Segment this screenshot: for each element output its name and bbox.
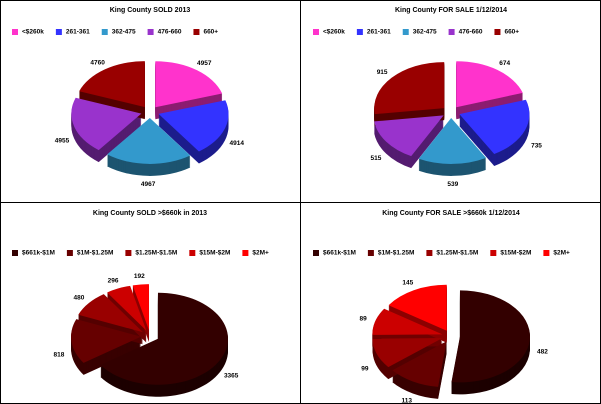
legend-label: <$260k xyxy=(22,29,44,36)
legend-label: $661k-$1M xyxy=(323,250,356,257)
legend-swatch xyxy=(55,29,62,35)
legend-swatch xyxy=(494,29,501,35)
slice xyxy=(158,100,229,152)
data-label: 818 xyxy=(54,351,65,358)
legend-label: $15M-$2M xyxy=(199,250,230,257)
data-label: 3365 xyxy=(224,373,239,380)
data-label: 482 xyxy=(537,348,548,355)
data-label: 4967 xyxy=(141,181,156,188)
legend-swatch xyxy=(402,29,409,35)
slice xyxy=(107,285,147,331)
slice xyxy=(100,292,228,385)
legend-swatch xyxy=(426,250,433,256)
legend-label: 660+ xyxy=(504,29,519,36)
data-label: 515 xyxy=(370,155,381,162)
data-label: 539 xyxy=(447,181,458,188)
data-label: 4955 xyxy=(55,137,70,144)
slice xyxy=(71,319,142,363)
legend-swatch xyxy=(147,29,154,35)
legend-swatch xyxy=(543,250,550,256)
data-label: 915 xyxy=(377,69,388,76)
legend-label: 476-660 xyxy=(459,29,483,36)
data-label: 145 xyxy=(402,280,413,287)
slice xyxy=(155,61,223,108)
legend-label: 261-361 xyxy=(367,29,391,36)
chart-panel: King County FOR SALE >$660k 1/12/2014 $66… xyxy=(313,210,570,404)
slice xyxy=(71,97,142,151)
legend-label: $1M-$1.25M xyxy=(378,250,415,257)
data-label: 735 xyxy=(531,142,542,149)
slice xyxy=(132,284,149,331)
data-label: 4957 xyxy=(197,60,212,67)
slice xyxy=(79,61,145,108)
chart-panel: King County FOR SALE 1/12/2014 <$260k 261-… xyxy=(313,7,542,188)
legend-label: $1.25M-$1.5M xyxy=(135,250,177,257)
data-label: 89 xyxy=(360,316,368,323)
legend-label: 261-361 xyxy=(66,29,90,36)
legend-swatch xyxy=(367,250,374,256)
legend-swatch xyxy=(313,250,319,256)
legend-label: $2M+ xyxy=(252,250,269,257)
chart-title: King County SOLD 2013 xyxy=(110,7,191,14)
slice xyxy=(374,115,444,157)
slice xyxy=(372,308,443,335)
data-label: 113 xyxy=(401,397,412,404)
slice xyxy=(456,61,523,108)
chart-title: King County FOR SALE >$660k 1/12/2014 xyxy=(382,210,520,217)
slice xyxy=(107,117,191,164)
legend-label: 362-475 xyxy=(112,29,136,36)
legend-swatch xyxy=(193,29,200,35)
legend-label: $1M-$1.25M xyxy=(77,250,114,257)
legend-swatch xyxy=(12,29,18,35)
legend-swatch xyxy=(101,29,108,35)
data-label: 99 xyxy=(361,365,369,372)
legend-swatch xyxy=(66,250,73,256)
slice xyxy=(372,338,443,368)
legend-label: $15M-$2M xyxy=(500,250,531,257)
data-label: 4760 xyxy=(90,59,105,66)
legend-label: $661k-$1M xyxy=(22,250,55,257)
slice xyxy=(374,62,445,115)
slice xyxy=(78,294,144,333)
data-label: 674 xyxy=(499,60,510,67)
slice xyxy=(459,99,530,155)
legend-swatch xyxy=(490,250,497,256)
slice xyxy=(392,341,447,387)
data-label: 192 xyxy=(134,273,145,280)
legend-swatch xyxy=(189,250,196,256)
legend-swatch xyxy=(12,250,18,256)
data-label: 480 xyxy=(74,295,85,302)
legend-swatch xyxy=(356,29,363,35)
legend-swatch xyxy=(125,250,132,256)
legend-label: $2M+ xyxy=(553,250,570,257)
legend-swatch xyxy=(242,250,249,256)
legend-swatch xyxy=(448,29,455,35)
chart-panel: King County SOLD 2013 <$260k 261-361 362-47… xyxy=(12,7,244,188)
chart-title: King County FOR SALE 1/12/2014 xyxy=(395,7,507,14)
legend-label: 362-475 xyxy=(413,29,437,36)
legend-label: 660+ xyxy=(203,29,218,36)
chart-title: King County SOLD >$660k in 2013 xyxy=(93,210,207,217)
legend-label: $1.25M-$1.5M xyxy=(436,250,478,257)
slice xyxy=(388,284,447,331)
legend-label: <$260k xyxy=(323,29,345,36)
slice xyxy=(451,290,530,383)
legend-swatch xyxy=(313,29,319,35)
slice xyxy=(418,117,487,164)
data-label: 4914 xyxy=(230,140,245,147)
data-label: 296 xyxy=(108,278,119,285)
legend-label: 476-660 xyxy=(158,29,182,36)
chart-panel: King County SOLD >$660k in 2013 $661k-$1M… xyxy=(12,210,269,397)
